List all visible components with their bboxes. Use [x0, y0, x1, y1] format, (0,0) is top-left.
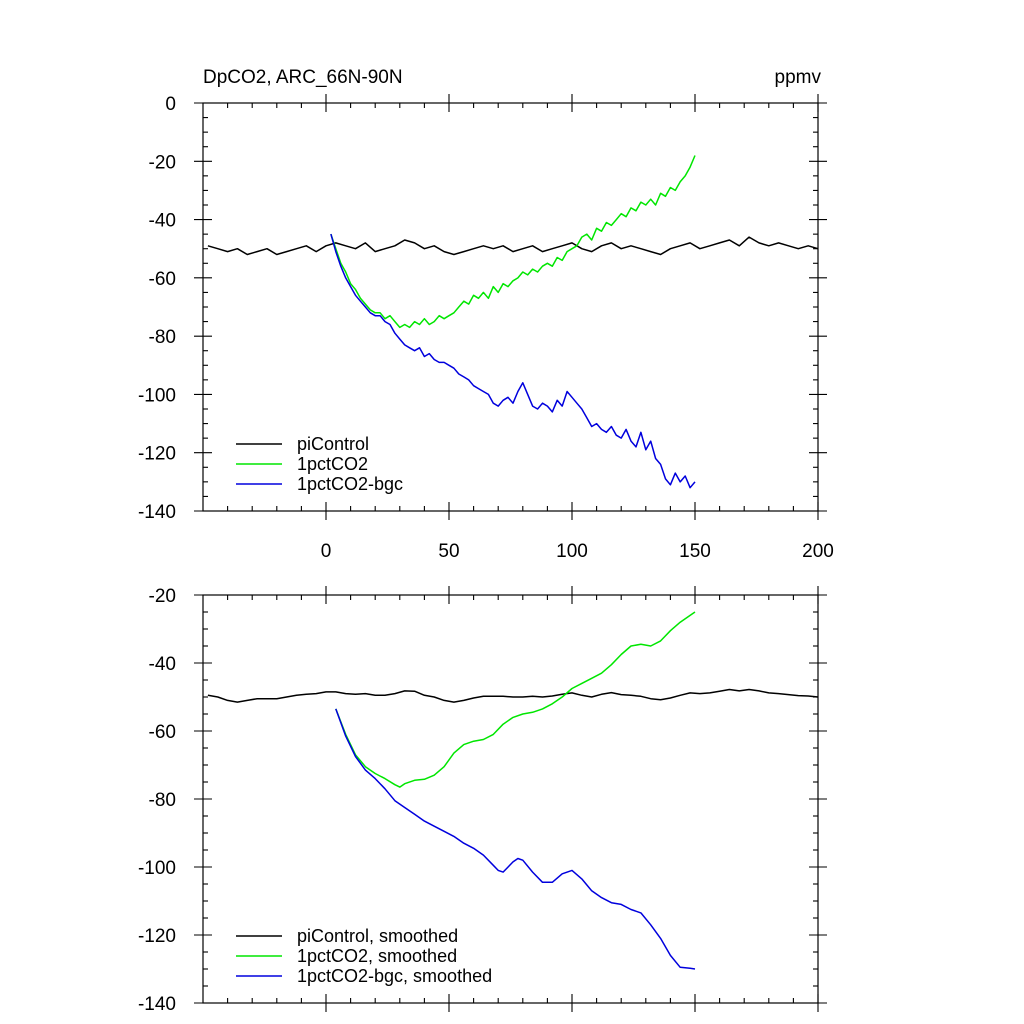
legend-label: piControl [297, 434, 369, 454]
y-tick-label: -60 [149, 722, 176, 743]
y-tick-label: -100 [138, 385, 176, 406]
top-series [207, 155, 819, 489]
y-tick-label: -40 [149, 211, 176, 232]
unit-label: ppmv [775, 67, 822, 88]
series-line-1 [330, 155, 696, 329]
top-plot-frame [202, 102, 819, 512]
y-tick-label: -80 [149, 327, 176, 348]
x-tick-label: 150 [679, 541, 711, 562]
x-tick-label: 0 [321, 541, 332, 562]
series-line-1 [335, 611, 696, 788]
y-tick-label: -140 [138, 502, 176, 523]
chart-title: DpCO2, ARC_66N-90N [203, 67, 403, 88]
y-tick-label: -120 [138, 444, 176, 465]
legend-label: piControl, smoothed [297, 926, 458, 946]
bottom-panel: -20 -40 -60 -80 -100 -120 -140 piControl, smoo… [138, 586, 827, 1015]
legend-label: 1pctCO2-bgc [297, 474, 403, 494]
bottom-series [207, 611, 819, 970]
y-tick-label: -20 [149, 586, 176, 607]
series-line-0 [207, 688, 819, 703]
legend-label: 1pctCO2-bgc, smoothed [297, 966, 492, 986]
x-tick-label: 100 [556, 541, 588, 562]
top-ticks: 0 50 100 150 200 0 -20 -40 -60 -80 -100 -120 -140 [138, 94, 834, 562]
y-tick-label: -100 [138, 858, 176, 879]
y-tick-label: -60 [149, 269, 176, 290]
y-tick-label: 0 [165, 94, 176, 115]
bottom-ticks: -20 -40 -60 -80 -100 -120 -140 [138, 586, 827, 1015]
legend-label: 1pctCO2 [297, 454, 368, 474]
x-tick-label: 200 [802, 541, 834, 562]
y-tick-label: -80 [149, 790, 176, 811]
series-line-0 [207, 236, 819, 256]
y-tick-label: -140 [138, 994, 176, 1015]
series-line-2 [330, 233, 696, 489]
bottom-plot-frame [202, 594, 819, 1004]
x-tick-label: 50 [438, 541, 459, 562]
y-tick-label: -120 [138, 926, 176, 947]
legend-label: 1pctCO2, smoothed [297, 946, 457, 966]
y-tick-label: -20 [149, 152, 176, 173]
series-line-2 [335, 708, 696, 970]
top-panel: 0 50 100 150 200 0 -20 -40 -60 -80 -100 -120 -140 pi… [138, 94, 834, 562]
y-tick-label: -40 [149, 654, 176, 675]
